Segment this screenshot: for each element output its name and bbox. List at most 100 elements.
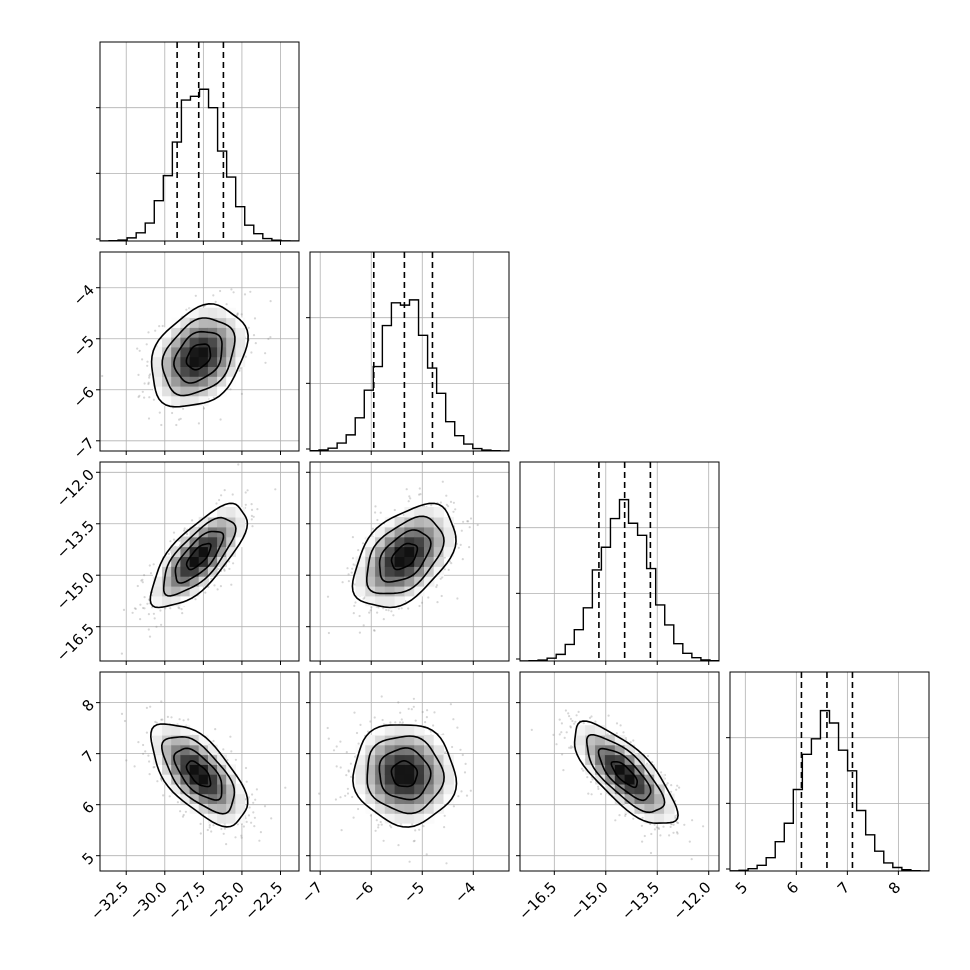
sample-point — [369, 609, 372, 612]
density-cell — [162, 327, 172, 338]
density-cell — [217, 774, 227, 785]
density-cell — [414, 516, 425, 528]
sample-point — [269, 336, 272, 339]
sample-point — [120, 652, 123, 655]
sample-point — [318, 792, 321, 795]
density-cell — [171, 744, 181, 756]
density-cell — [433, 566, 445, 577]
sample-point — [171, 411, 174, 415]
sample-point — [152, 766, 155, 769]
density-cell — [207, 813, 218, 824]
density-cell — [162, 556, 172, 567]
density-cell — [664, 793, 675, 804]
sample-point — [568, 715, 571, 718]
density-cell — [375, 803, 386, 814]
density-cell — [375, 585, 386, 597]
sample-point — [589, 780, 593, 784]
sample-point — [405, 488, 408, 491]
sample-point — [269, 300, 272, 303]
density-cell — [217, 546, 227, 557]
density-cell — [624, 744, 636, 756]
panel-frame — [519, 461, 720, 662]
x-tick-label-3-3: 8 — [885, 878, 904, 897]
x-tick-label-0-0: −32.5 — [87, 878, 132, 923]
density-cell — [414, 734, 425, 746]
sample-point — [465, 794, 469, 797]
density-cell — [394, 566, 405, 577]
sample-point — [445, 494, 448, 497]
sample-point — [236, 312, 239, 315]
sample-point — [371, 527, 374, 530]
sample-point — [646, 754, 650, 758]
panel-content — [730, 672, 929, 871]
sample-point — [208, 824, 211, 827]
sample-point — [349, 762, 352, 765]
sample-point — [236, 823, 239, 826]
y-tick-label-1-3: −4 — [70, 281, 98, 309]
sample-point — [441, 576, 444, 579]
sample-point — [569, 746, 573, 750]
density-cell — [375, 725, 386, 736]
density-cell — [189, 585, 200, 597]
density-cell — [226, 793, 236, 804]
density-cell — [152, 346, 163, 358]
sample-point — [399, 721, 402, 724]
density-cell — [198, 576, 209, 587]
density-cell — [171, 376, 181, 387]
density-cell — [433, 793, 445, 804]
density-cell — [162, 725, 172, 736]
sample-point — [230, 583, 233, 586]
sample-point — [245, 780, 248, 783]
sample-point — [252, 811, 255, 814]
sample-point — [607, 714, 610, 717]
density-cell — [433, 516, 445, 528]
sample-point — [469, 517, 473, 520]
sample-point — [148, 376, 151, 379]
density-cell — [375, 744, 386, 756]
sample-point — [134, 607, 137, 611]
sample-point — [148, 760, 151, 763]
density-cell — [404, 803, 415, 814]
sample-point — [236, 313, 239, 316]
sample-point — [244, 491, 247, 494]
sample-point — [379, 511, 382, 514]
density-cell — [614, 764, 626, 775]
density-cell — [414, 813, 425, 824]
sample-point — [347, 770, 350, 773]
sample-point — [248, 806, 251, 809]
sample-point — [347, 769, 350, 772]
density-cell — [375, 734, 386, 746]
density-cell — [171, 385, 181, 397]
density-cell — [595, 734, 606, 746]
y-tick-label-3-2: 7 — [79, 747, 98, 766]
sample-point — [452, 718, 455, 721]
sample-point — [577, 710, 580, 714]
density-cell — [585, 744, 596, 756]
density-cell — [207, 744, 218, 756]
sample-point — [373, 629, 376, 632]
panel-content — [100, 462, 299, 661]
y-tick-label-1-0: −7 — [70, 434, 98, 462]
sample-point — [237, 463, 240, 466]
sample-point — [147, 331, 150, 334]
sample-point — [154, 329, 157, 332]
contour-level-1 — [173, 747, 223, 801]
sample-point — [351, 795, 354, 799]
density-cell — [198, 526, 209, 538]
sample-point — [141, 578, 144, 581]
sample-point — [191, 519, 194, 522]
sample-point — [447, 568, 450, 572]
x-tick-label-1-3: −4 — [451, 878, 479, 906]
sample-point — [254, 798, 257, 801]
density-cell — [365, 793, 376, 804]
sample-point — [399, 711, 402, 714]
density-cell — [180, 764, 191, 775]
density-cell — [634, 774, 645, 785]
sample-point — [591, 778, 594, 781]
sample-point — [354, 601, 357, 604]
sample-point — [148, 773, 151, 776]
density-cell — [394, 734, 405, 746]
sample-point — [219, 585, 222, 588]
sample-point — [212, 824, 215, 827]
density-cell — [171, 327, 181, 338]
